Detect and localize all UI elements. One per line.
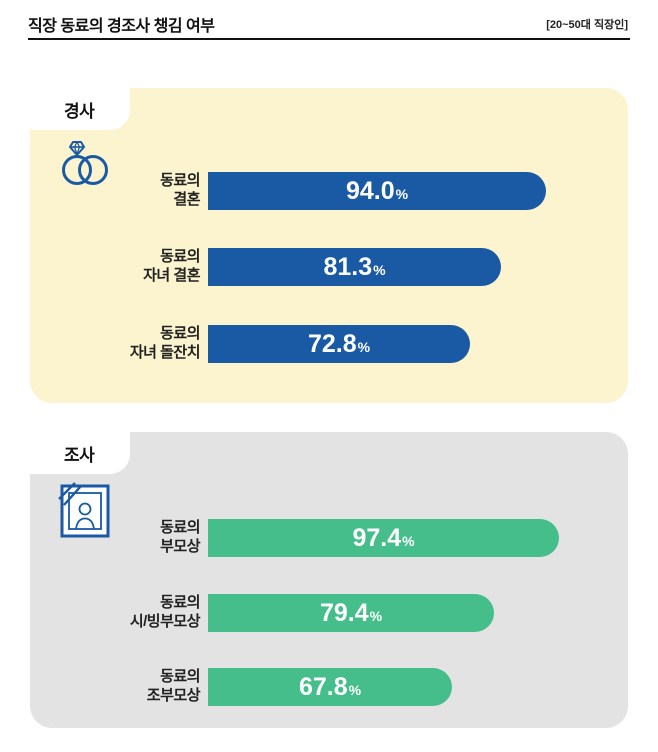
bar-category-label: 동료의 자녀 돌잔치 bbox=[129, 325, 201, 361]
section-tab-congratulatory: 경사 bbox=[30, 88, 130, 130]
bar-colleague-inlaw-parent-funeral: 79.4 % bbox=[208, 594, 494, 632]
page-title: 직장 동료의 경조사 챙김 여부 bbox=[28, 18, 215, 35]
panel-congratulatory-events: 경사 동료의 결혼 94.0 % 동료의 자녀 결혼 81.3 % bbox=[30, 88, 628, 403]
bar-category-label: 동료의 결혼 bbox=[160, 172, 200, 208]
bar-row: 동료의 자녀 돌잔치 72.8 % bbox=[52, 325, 470, 363]
bar-unit: % bbox=[348, 682, 362, 698]
bar-colleague-child-marriage: 81.3 % bbox=[208, 248, 501, 286]
bar-value: 72.8 bbox=[307, 330, 357, 358]
bar-category-label: 동료의 시/빙부모상 bbox=[129, 594, 201, 630]
title-divider bbox=[28, 38, 630, 40]
bar-value: 79.4 bbox=[319, 599, 369, 627]
bar-category-label: 동료의 조부모상 bbox=[146, 668, 201, 704]
section-tab-condolence: 조사 bbox=[30, 432, 130, 474]
bar-row: 동료의 자녀 결혼 81.3 % bbox=[52, 248, 501, 286]
section-title: 조사 bbox=[64, 445, 95, 465]
bar-value: 67.8 bbox=[298, 673, 348, 701]
bar-row: 동료의 시/빙부모상 79.4 % bbox=[52, 594, 494, 632]
wedding-rings-icon bbox=[56, 134, 112, 188]
bar-colleague-parent-funeral: 97.4 % bbox=[208, 519, 559, 557]
bar-colleague-marriage: 94.0 % bbox=[208, 172, 546, 210]
bar-value: 97.4 bbox=[352, 524, 402, 552]
bar-colleague-child-first-birthday: 72.8 % bbox=[208, 325, 470, 363]
bar-colleague-grandparent-funeral: 67.8 % bbox=[208, 668, 452, 706]
bar-unit: % bbox=[402, 533, 415, 549]
bar-unit: % bbox=[369, 608, 383, 624]
funeral-portrait-icon bbox=[56, 478, 114, 542]
bar-row: 동료의 결혼 94.0 % bbox=[52, 172, 546, 210]
bar-row: 동료의 조부모상 67.8 % bbox=[52, 668, 452, 706]
bar-category-label: 동료의 자녀 결혼 bbox=[143, 248, 200, 284]
section-title: 경사 bbox=[64, 101, 95, 121]
bar-value: 94.0 bbox=[345, 177, 395, 205]
bar-row: 동료의 부모상 97.4 % bbox=[52, 519, 559, 557]
survey-population-note: [20~50대 직장인] bbox=[546, 19, 628, 31]
bar-unit: % bbox=[373, 262, 386, 278]
panel-condolence-events: 조사 동료의 부모상 97.4 % 동료의 시/빙부모상 79.4 bbox=[30, 432, 628, 728]
bar-unit: % bbox=[395, 186, 409, 202]
bar-value: 81.3 bbox=[323, 253, 373, 281]
bar-unit: % bbox=[357, 339, 371, 355]
bar-category-label: 동료의 부모상 bbox=[160, 519, 200, 555]
